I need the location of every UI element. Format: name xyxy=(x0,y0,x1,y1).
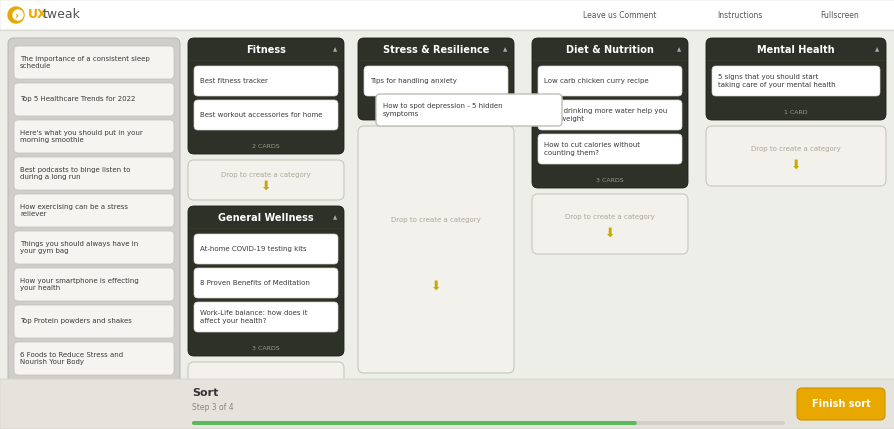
Text: Sort: Sort xyxy=(192,388,218,398)
Text: Step 3 of 4: Step 3 of 4 xyxy=(192,404,233,413)
FancyBboxPatch shape xyxy=(705,38,885,120)
FancyBboxPatch shape xyxy=(797,388,884,420)
FancyBboxPatch shape xyxy=(14,342,173,375)
Text: 1 CARD: 1 CARD xyxy=(424,109,447,115)
FancyBboxPatch shape xyxy=(194,100,338,130)
Text: ▲: ▲ xyxy=(676,48,680,52)
Text: How to cut calories without
counting them?: How to cut calories without counting the… xyxy=(544,142,639,156)
Text: 6 Foods to Reduce Stress and
Nourish Your Body: 6 Foods to Reduce Stress and Nourish You… xyxy=(20,352,123,365)
Text: Things you should always have in
your gym bag: Things you should always have in your gy… xyxy=(20,241,138,254)
Text: Drop to create a category: Drop to create a category xyxy=(221,172,310,178)
Text: Drop to create a category: Drop to create a category xyxy=(221,380,310,386)
Text: ⬇: ⬇ xyxy=(604,227,614,239)
FancyBboxPatch shape xyxy=(0,379,894,429)
Text: How your smartphone is effecting
your health: How your smartphone is effecting your he… xyxy=(20,278,139,291)
Text: Best fitness tracker: Best fitness tracker xyxy=(199,78,267,84)
Text: UX: UX xyxy=(28,9,47,21)
FancyBboxPatch shape xyxy=(194,268,338,298)
Text: Finish sort: Finish sort xyxy=(811,399,869,409)
Text: 3 CARDS: 3 CARDS xyxy=(595,178,623,182)
Text: Stress & Resilience: Stress & Resilience xyxy=(383,45,489,55)
FancyBboxPatch shape xyxy=(531,38,687,188)
FancyBboxPatch shape xyxy=(0,0,894,30)
Text: Best podcasts to binge listen to
during a long run: Best podcasts to binge listen to during … xyxy=(20,167,131,180)
Text: ⬇: ⬇ xyxy=(430,280,441,293)
Text: How to spot depression - 5 hidden
symptoms: How to spot depression - 5 hidden sympto… xyxy=(383,103,502,117)
Text: tweak: tweak xyxy=(43,9,80,21)
FancyBboxPatch shape xyxy=(8,38,180,383)
Text: Diet & Nutrition: Diet & Nutrition xyxy=(565,45,654,55)
FancyBboxPatch shape xyxy=(358,126,513,373)
Text: Top 5 Healthcare Trends for 2022: Top 5 Healthcare Trends for 2022 xyxy=(20,97,135,103)
FancyBboxPatch shape xyxy=(188,362,343,417)
FancyBboxPatch shape xyxy=(192,421,636,425)
FancyBboxPatch shape xyxy=(14,268,173,301)
FancyBboxPatch shape xyxy=(537,66,681,96)
Text: 8 Proven Benefits of Meditation: 8 Proven Benefits of Meditation xyxy=(199,280,309,286)
FancyBboxPatch shape xyxy=(194,302,338,332)
Text: Drop to create a category: Drop to create a category xyxy=(564,214,654,220)
FancyBboxPatch shape xyxy=(537,134,681,164)
Text: ▲: ▲ xyxy=(502,48,507,52)
FancyBboxPatch shape xyxy=(712,66,879,96)
Text: Does drinking more water help you
lose weight: Does drinking more water help you lose w… xyxy=(544,108,667,122)
Text: Low carb chicken curry recipe: Low carb chicken curry recipe xyxy=(544,78,648,84)
FancyBboxPatch shape xyxy=(537,100,681,130)
Text: Fullscreen: Fullscreen xyxy=(820,10,858,19)
Text: Leave us Comment: Leave us Comment xyxy=(583,10,656,19)
Text: Fitness: Fitness xyxy=(246,45,285,55)
Text: The importance of a consistent sleep
schedule: The importance of a consistent sleep sch… xyxy=(20,56,149,69)
FancyBboxPatch shape xyxy=(14,194,173,227)
FancyBboxPatch shape xyxy=(14,46,173,79)
Text: 3 CARDS: 3 CARDS xyxy=(252,345,280,350)
FancyBboxPatch shape xyxy=(192,421,784,425)
Text: ⬇: ⬇ xyxy=(790,158,800,172)
Text: ▲: ▲ xyxy=(333,215,337,221)
Text: Drop to create a category: Drop to create a category xyxy=(391,217,480,223)
FancyBboxPatch shape xyxy=(14,231,173,264)
Text: Work-Life balance: how does it
affect your health?: Work-Life balance: how does it affect yo… xyxy=(199,310,308,324)
FancyBboxPatch shape xyxy=(14,83,173,116)
Text: 1 CARD: 1 CARD xyxy=(783,109,807,115)
Text: At-home COVID-19 testing kits: At-home COVID-19 testing kits xyxy=(199,246,307,252)
FancyBboxPatch shape xyxy=(14,305,173,338)
Text: Drop to create a category: Drop to create a category xyxy=(750,146,840,152)
Text: General Wellness: General Wellness xyxy=(218,213,314,223)
Circle shape xyxy=(8,7,24,23)
FancyBboxPatch shape xyxy=(188,160,343,200)
Text: ›: › xyxy=(14,11,18,21)
FancyBboxPatch shape xyxy=(14,120,173,153)
Text: ▲: ▲ xyxy=(874,48,878,52)
FancyBboxPatch shape xyxy=(188,206,343,356)
FancyBboxPatch shape xyxy=(188,38,343,154)
Text: Top Protein powders and shakes: Top Protein powders and shakes xyxy=(20,318,131,324)
FancyBboxPatch shape xyxy=(194,66,338,96)
FancyBboxPatch shape xyxy=(705,126,885,186)
Text: 2 CARDS: 2 CARDS xyxy=(252,143,280,148)
FancyBboxPatch shape xyxy=(194,234,338,264)
FancyBboxPatch shape xyxy=(358,38,513,120)
FancyBboxPatch shape xyxy=(531,194,687,254)
Circle shape xyxy=(13,10,23,20)
Text: How exercising can be a stress
reliever: How exercising can be a stress reliever xyxy=(20,204,128,217)
Text: 5 signs that you should start
taking care of your mental health: 5 signs that you should start taking car… xyxy=(717,74,835,88)
FancyBboxPatch shape xyxy=(0,30,894,379)
Text: Tips for handling anxiety: Tips for handling anxiety xyxy=(369,78,456,84)
Text: ⬇: ⬇ xyxy=(260,179,271,193)
Text: Here's what you should put in your
morning smoothie: Here's what you should put in your morni… xyxy=(20,130,142,143)
Text: ▲: ▲ xyxy=(333,48,337,52)
Text: Mental Health: Mental Health xyxy=(756,45,834,55)
Text: Best workout accessories for home: Best workout accessories for home xyxy=(199,112,322,118)
Text: ⬇: ⬇ xyxy=(260,391,271,404)
FancyBboxPatch shape xyxy=(364,66,508,96)
Text: Instructions: Instructions xyxy=(716,10,762,19)
FancyBboxPatch shape xyxy=(14,157,173,190)
FancyBboxPatch shape xyxy=(375,94,561,126)
